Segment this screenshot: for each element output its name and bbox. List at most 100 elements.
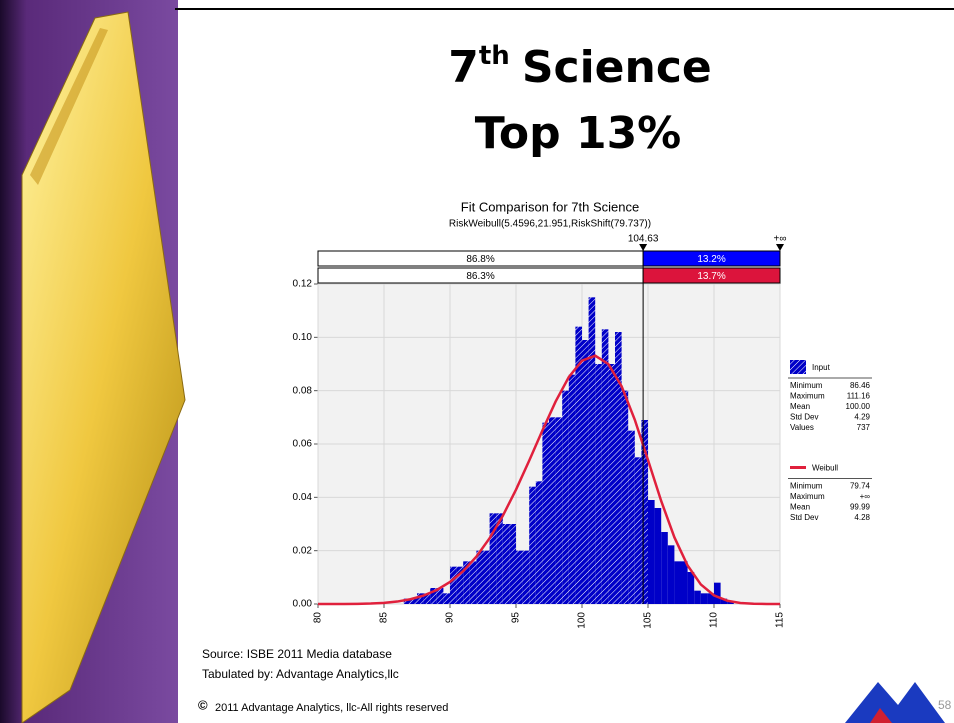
histogram-bar (456, 566, 464, 604)
x-tick-label: 90 (445, 612, 456, 624)
legend-stat-value: 111.16 (847, 392, 871, 401)
legend-stat-value: +∞ (860, 492, 871, 501)
histogram-bar (654, 508, 662, 604)
x-tick-label: 110 (709, 612, 720, 628)
chart-subtitle: RiskWeibull(5.4596,21.951,RiskShift(79.7… (449, 219, 651, 230)
legend-stat-value: 79.74 (850, 482, 871, 491)
x-tick-label: 105 (643, 612, 654, 629)
fit-bar-label: 86.3% (466, 271, 494, 282)
y-tick-label: 0.04 (293, 492, 313, 503)
histogram-bar (687, 572, 695, 604)
title-suffix: th (479, 41, 510, 71)
histogram-bar (621, 390, 629, 604)
title-number: 7 (448, 42, 479, 93)
legend-swatch (790, 360, 806, 374)
histogram-bar (720, 598, 728, 604)
legend-stat-value: 4.28 (854, 513, 870, 522)
histogram-bar (450, 566, 457, 604)
histogram-bar (522, 550, 530, 604)
histogram-bar (700, 593, 708, 604)
histogram-bar (608, 364, 615, 604)
histogram-bar (423, 593, 431, 604)
histogram-bar (549, 417, 556, 604)
histogram-bar (483, 550, 490, 604)
histogram-bar (615, 332, 622, 604)
legend-stat-value: 99.99 (850, 503, 871, 512)
delimiter-marker (639, 244, 648, 251)
fit-curve (318, 354, 780, 606)
histogram-bar (502, 524, 510, 604)
delimiter-label: 104.63 (628, 234, 659, 245)
legend-stat-value: 4.29 (854, 413, 870, 422)
histogram-bar (509, 524, 516, 604)
histogram-bar (542, 422, 549, 604)
legend-stat-name: Maximum (790, 392, 825, 401)
legend-stat-name: Minimum (790, 482, 823, 491)
histogram-bar (463, 561, 470, 604)
histogram-bar (417, 593, 424, 604)
notepad-decoration (21, 11, 186, 723)
histogram-bar (568, 374, 576, 604)
legend-stat-name: Values (790, 423, 814, 432)
histogram-bar (516, 550, 523, 604)
histogram-bar (443, 593, 450, 604)
legend-stat-value: 86.46 (850, 381, 871, 390)
histogram-bar (641, 420, 648, 604)
histogram-bar (489, 513, 497, 604)
legend-stat-value: 100.00 (846, 402, 871, 411)
y-tick-label: 0.12 (293, 279, 313, 290)
fit-bar-label: 13.7% (697, 271, 725, 282)
title-rest: Science (522, 42, 712, 93)
chart-title: Fit Comparison for 7th Science (461, 199, 639, 214)
copyright: 2011 Advantage Analytics, llc-All rights… (215, 702, 448, 714)
fit-bar-right (642, 250, 781, 267)
page-number: 58 (938, 698, 952, 712)
y-tick-label: 0.02 (293, 545, 313, 556)
histogram-bar (674, 561, 681, 604)
histogram-bar (562, 390, 569, 604)
histogram-bar (601, 329, 609, 604)
notepad-binding (30, 28, 108, 185)
histogram-bar (403, 598, 411, 604)
fit-bar-right (642, 267, 781, 284)
fit-bar-label: 86.8% (466, 254, 494, 265)
histogram-bar (588, 297, 596, 604)
fit-bar-label: 13.2% (697, 254, 725, 265)
histogram-bar (430, 588, 437, 604)
legend-label: Input (812, 363, 831, 372)
y-tick-label: 0.08 (293, 385, 313, 396)
legend-stat-value: 737 (857, 423, 871, 432)
logo-accent (870, 708, 892, 723)
histogram-bar (694, 590, 701, 604)
x-tick-label: 80 (313, 612, 324, 624)
legend-stat-name: Mean (790, 402, 810, 411)
histogram-bar (582, 340, 589, 604)
x-tick-label: 115 (775, 612, 786, 628)
y-tick-label: 0.06 (293, 439, 313, 450)
histogram-bar (707, 593, 714, 604)
legend-stat-name: Std Dev (790, 413, 818, 422)
histogram-bar (436, 588, 444, 604)
copyright-symbol: © (198, 697, 208, 712)
source-note: Source: ISBE 2011 Media database (202, 647, 392, 661)
y-tick-label: 0.00 (293, 599, 313, 610)
histogram-bar (634, 457, 642, 604)
slide-title: 7th Science (448, 41, 712, 94)
logo-shape (845, 682, 945, 723)
histogram-bar (628, 430, 635, 604)
slide-subtitle: Top 13% (475, 108, 682, 159)
tabulated-note: Tabulated by: Advantage Analytics,llc (202, 667, 399, 681)
legend-stat-name: Std Dev (790, 513, 818, 522)
x-tick-label: 95 (511, 612, 522, 624)
histogram-bar (575, 326, 582, 604)
delimiter-upper-label: +∞ (774, 234, 787, 245)
histogram-bar (529, 486, 536, 604)
histogram-bar (681, 561, 688, 604)
histogram-bar (535, 481, 543, 604)
delimiter-marker (776, 244, 784, 251)
legend-stat-name: Minimum (790, 381, 823, 390)
x-tick-label: 100 (577, 612, 588, 629)
legend-stat-name: Maximum (790, 492, 825, 501)
